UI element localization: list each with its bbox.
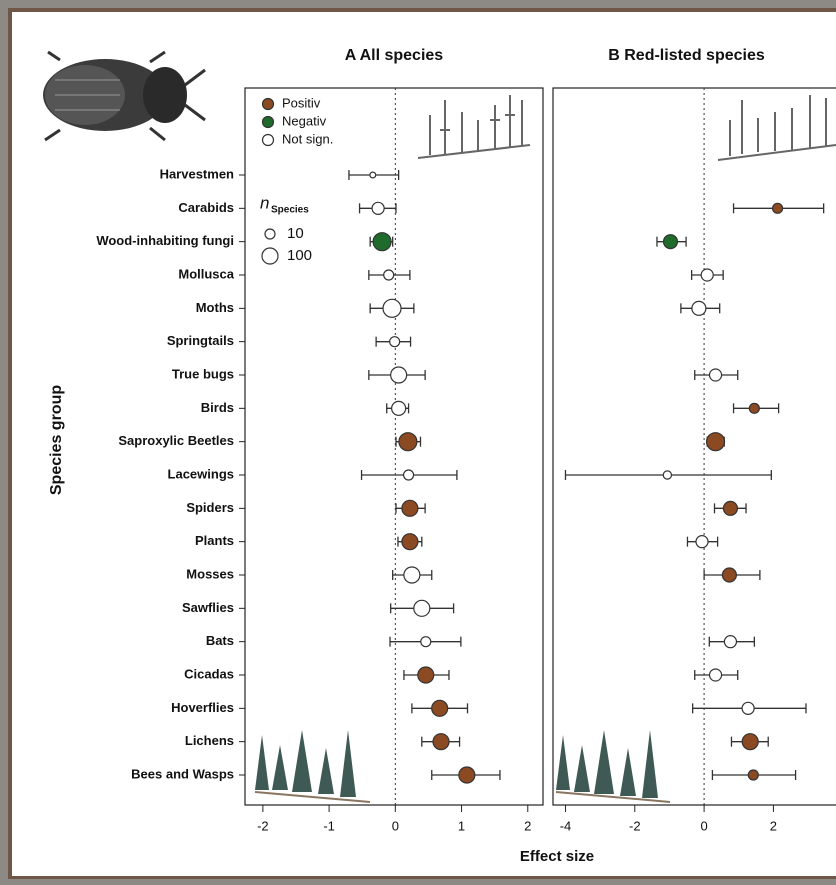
panel-title: B Red-listed species [608, 47, 765, 64]
y-tick-label: Saproxylic Beetles [118, 433, 234, 448]
point [420, 636, 432, 648]
point [723, 635, 738, 649]
legend: Positiv Negativ Not sign. n Species 10 100 [260, 95, 333, 265]
point [741, 733, 759, 751]
point [372, 232, 392, 252]
point [398, 432, 418, 452]
y-tick-label: Sawflies [182, 600, 234, 615]
y-axis-label: Species group [48, 385, 65, 495]
y-tick-label: True bugs [172, 366, 234, 381]
point [458, 766, 476, 784]
y-tick-label: Carabids [178, 200, 234, 215]
size-legend-marker [261, 247, 279, 265]
point [401, 499, 419, 517]
point [369, 171, 377, 179]
y-tick-label: Mollusca [178, 266, 234, 281]
y-tick-label: Bats [206, 633, 234, 648]
y-tick-label: Mosses [186, 566, 234, 581]
point [691, 300, 707, 316]
point [383, 269, 395, 281]
legend-marker [261, 133, 275, 147]
panel-title: A All species [345, 47, 444, 64]
point [417, 666, 435, 684]
y-tick-label: Spiders [186, 500, 234, 515]
x-tick-label: 0 [700, 818, 707, 833]
x-axis-label: Effect size [520, 848, 594, 865]
x-tick-label: -4 [560, 818, 572, 833]
point [390, 366, 408, 384]
size-legend-label: 10 [287, 225, 304, 242]
x-tick-label: 0 [392, 818, 399, 833]
legend-marker [261, 115, 275, 129]
y-tick-label: Moths [196, 300, 234, 315]
point [391, 400, 407, 416]
trees-top-a [417, 95, 531, 159]
y-tick-label: Wood-inhabiting fungi [96, 233, 234, 248]
point [722, 500, 739, 516]
point [700, 268, 714, 282]
point [402, 469, 415, 481]
trees-bottom-b [555, 730, 671, 803]
point [771, 202, 784, 214]
x-tick-label: 2 [524, 818, 531, 833]
point [708, 668, 723, 682]
size-legend-marker [264, 228, 276, 240]
point [403, 566, 421, 584]
x-tick-label: -1 [323, 818, 335, 833]
point [371, 201, 385, 215]
panel-box [244, 87, 544, 806]
point [695, 535, 709, 549]
point [382, 298, 402, 318]
y-tick-label: Harvestmen [160, 166, 234, 181]
y-tick-label: Lichens [185, 733, 234, 748]
legend-label: Not sign. [282, 131, 333, 146]
point [389, 336, 401, 348]
point [741, 701, 755, 715]
point [721, 567, 737, 583]
point [748, 402, 760, 414]
x-tick-label: 2 [770, 818, 777, 833]
point [662, 234, 679, 250]
legend-label: Negativ [282, 113, 327, 128]
x-tick-label: 1 [458, 818, 465, 833]
legend-marker [261, 97, 275, 111]
point [747, 769, 759, 781]
y-tick-label: Springtails [167, 333, 234, 348]
size-legend-symbol: n [260, 193, 269, 212]
plot-background [12, 12, 836, 876]
y-tick-label: Cicadas [184, 666, 234, 681]
trees-bottom-a [254, 730, 371, 803]
size-legend-label: 100 [287, 247, 312, 264]
point [708, 368, 723, 382]
point [431, 699, 449, 717]
point [401, 533, 419, 551]
point [432, 733, 450, 751]
legend-label: Positiv [282, 95, 321, 110]
y-tick-label: Birds [201, 400, 234, 415]
beetle-illustration [43, 50, 206, 142]
trees-top-b [717, 95, 836, 161]
y-tick-label: Plants [195, 533, 234, 548]
x-tick-label: -2 [629, 818, 641, 833]
y-tick-label: Bees and Wasps [131, 766, 234, 781]
point [662, 470, 673, 480]
y-tick-label: Lacewings [168, 466, 234, 481]
panel-box [552, 87, 836, 806]
point [705, 432, 726, 452]
x-tick-label: -2 [257, 818, 269, 833]
point [413, 599, 431, 617]
y-tick-label: Hoverflies [171, 700, 234, 715]
size-legend-subscript: Species [271, 205, 309, 216]
